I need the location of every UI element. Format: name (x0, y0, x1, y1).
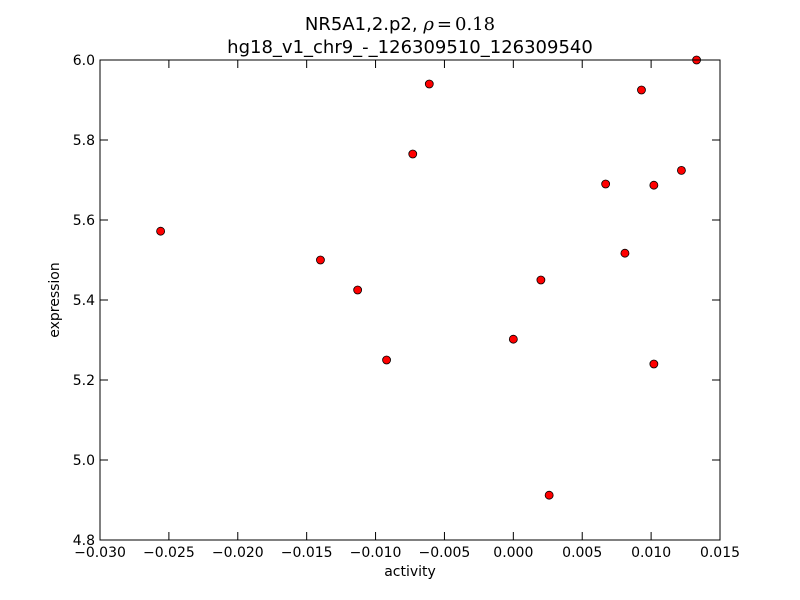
x-tick-label: 0.005 (562, 545, 602, 561)
data-point (677, 165, 686, 175)
plot-area-frame (99, 59, 721, 541)
data-point (353, 285, 363, 295)
data-point (424, 79, 434, 89)
y-axis-label: expression (47, 262, 63, 338)
data-point (601, 179, 611, 189)
y-tick-label: 5.8 (73, 133, 95, 149)
chart-title-rho-equals: = (437, 14, 452, 35)
data-point (408, 149, 418, 159)
x-tick-labels: −0.030 −0.025 −0.020 −0.015 −0.010 −0.005 0.00… (74, 545, 740, 561)
data-point (649, 359, 659, 369)
y-tick-label: 5.2 (73, 373, 95, 389)
x-tick-label: −0.025 (143, 545, 195, 561)
chart-title: NR5A1,2.p2, ρ = 0.18 (305, 14, 495, 35)
chart-title-rho-symbol: ρ (422, 14, 434, 35)
y-tick-label: 5.6 (73, 213, 95, 229)
data-point (649, 180, 659, 190)
x-tick-label: 0.000 (493, 545, 533, 561)
axis-ticks (99, 59, 721, 541)
data-point (316, 255, 325, 265)
data-point (637, 85, 646, 95)
data-point (508, 334, 518, 344)
chart-title-main: NR5A1,2.p2, (305, 14, 423, 35)
x-tick-label: −0.030 (74, 545, 126, 561)
y-tick-labels: 4.8 5.0 5.2 5.4 5.6 5.8 6.0 (73, 53, 95, 549)
x-axis-label: activity (384, 564, 436, 580)
data-point (382, 355, 391, 365)
data-point (544, 490, 554, 500)
data-point (156, 226, 166, 236)
y-tick-label: 6.0 (73, 53, 95, 69)
y-tick-label: 5.4 (73, 293, 95, 309)
y-tick-label: 4.8 (73, 533, 95, 549)
x-tick-label: 0.010 (631, 545, 671, 561)
x-tick-label: −0.010 (350, 545, 402, 561)
x-tick-label: −0.015 (281, 545, 333, 561)
data-point (620, 248, 630, 258)
data-points (156, 55, 701, 500)
data-point (536, 275, 546, 285)
chart-subtitle: hg18_v1_chr9_-_126309510_126309540 (227, 37, 593, 58)
x-tick-label: −0.005 (419, 545, 471, 561)
y-tick-label: 5.0 (73, 453, 95, 469)
x-tick-label: 0.015 (700, 545, 740, 561)
chart-title-rho-value: 0.18 (455, 14, 495, 35)
x-tick-label: −0.020 (212, 545, 264, 561)
